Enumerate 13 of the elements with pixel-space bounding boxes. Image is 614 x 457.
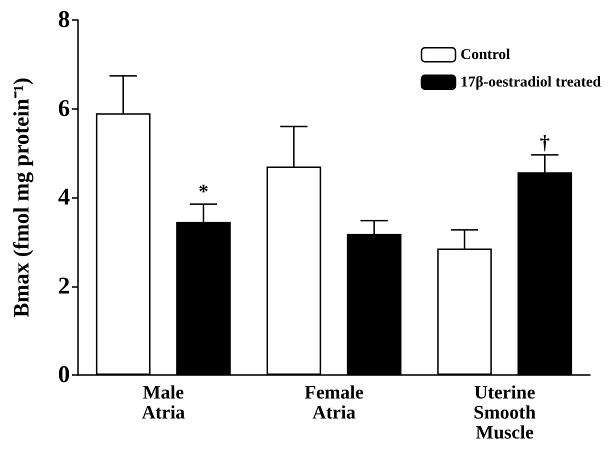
- annotation: †: [540, 132, 550, 154]
- x-tick-label: Male Atria: [142, 382, 186, 424]
- y-tick-label: 4: [58, 184, 70, 210]
- y-tick-label: 2: [58, 273, 70, 300]
- y-tick-label: 6: [58, 96, 70, 122]
- x-tick-label: Female Atria: [304, 382, 364, 424]
- y-tick-label: 8: [58, 7, 70, 33]
- annotation: *: [198, 181, 208, 204]
- legend-label: 17β-oestradiol treated: [460, 74, 602, 90]
- legend-label: Control: [460, 46, 510, 63]
- x-tick-label: Uterine Smooth Muscle: [474, 382, 536, 444]
- y-tick-label: 0: [58, 362, 70, 388]
- y-axis-title: Bmax (fmol mg protein⁻¹): [8, 78, 34, 318]
